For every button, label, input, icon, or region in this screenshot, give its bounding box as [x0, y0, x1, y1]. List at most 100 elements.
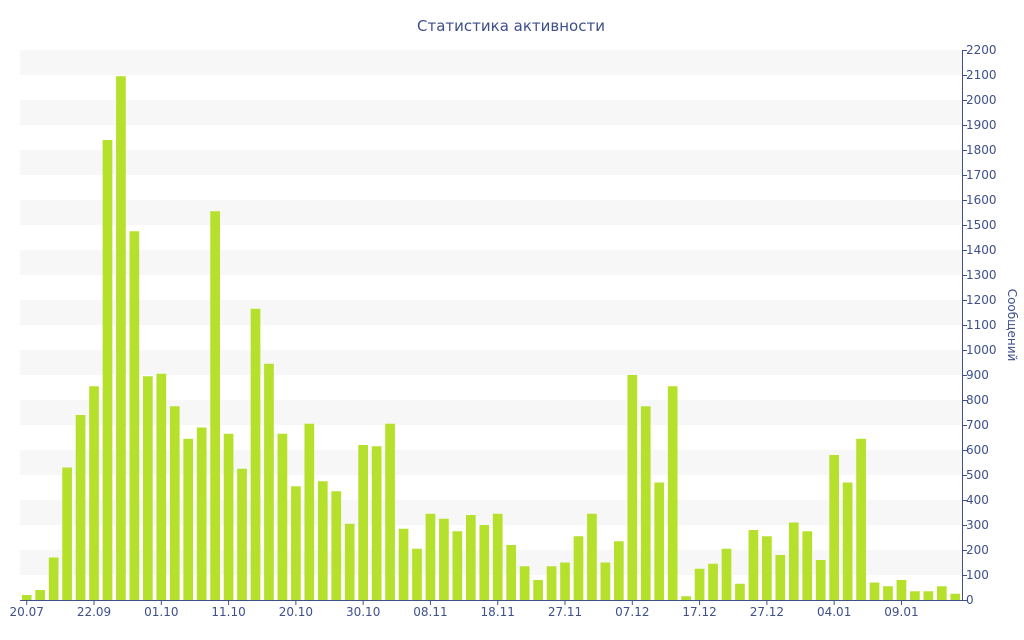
y-tick-label: 500	[966, 468, 989, 482]
bar	[48, 557, 59, 600]
y-axis-ticks: 0 100 200 300 400 500 600 700 800 900 1000 1100 1200…	[962, 43, 997, 607]
bar	[546, 566, 557, 600]
bar	[573, 536, 584, 600]
bar	[681, 596, 691, 600]
bar	[587, 513, 597, 600]
bar	[896, 580, 907, 600]
y-tick-label: 900	[966, 368, 989, 382]
bar	[506, 545, 517, 600]
bar	[627, 375, 638, 600]
x-tick-label: 09.01	[884, 605, 918, 619]
y-tick-label: 1000	[966, 343, 997, 357]
y-tick-label: 100	[966, 568, 989, 582]
x-tick-label: 27.11	[548, 605, 582, 619]
bar	[62, 467, 72, 600]
bar	[250, 308, 261, 600]
bar	[183, 438, 194, 600]
bar	[533, 580, 543, 600]
y-tick-label: 0	[966, 593, 974, 607]
bar	[116, 76, 126, 600]
bar	[856, 438, 866, 600]
bar	[640, 406, 651, 600]
bar	[210, 211, 220, 600]
bar	[412, 548, 422, 600]
bar	[277, 433, 288, 600]
bar	[762, 536, 772, 600]
y-tick-label: 1100	[966, 318, 997, 332]
bar	[291, 486, 301, 600]
bar	[21, 595, 32, 600]
bar	[869, 582, 880, 600]
bar	[264, 363, 274, 600]
x-tick-label: 11.10	[211, 605, 245, 619]
y-axis-label: Сообщений	[1005, 289, 1019, 362]
x-tick-label: 30.10	[346, 605, 380, 619]
y-tick-label: 1200	[966, 293, 997, 307]
bar	[910, 591, 920, 600]
grid-bands	[20, 50, 962, 575]
chart-title: Статистика активности	[417, 17, 605, 35]
bar	[196, 427, 207, 600]
bar	[815, 560, 826, 600]
x-tick-label: 08.11	[413, 605, 447, 619]
bar	[358, 445, 368, 600]
x-tick-label: 27.12	[750, 605, 784, 619]
y-tick-label: 1300	[966, 268, 997, 282]
y-tick-label: 2100	[966, 68, 997, 82]
y-tick-label: 2000	[966, 93, 997, 107]
bar	[748, 530, 759, 600]
x-tick-label: 04.01	[817, 605, 851, 619]
bar	[694, 568, 705, 600]
bar	[304, 423, 315, 600]
bar	[102, 140, 113, 600]
x-tick-label: 20.07	[10, 605, 44, 619]
y-tick-label: 400	[966, 493, 989, 507]
y-tick-label: 300	[966, 518, 989, 532]
bar	[721, 548, 732, 600]
y-tick-label: 200	[966, 543, 989, 557]
y-tick-label: 600	[966, 443, 989, 457]
x-tick-label: 20.10	[279, 605, 313, 619]
x-tick-label: 07.12	[615, 605, 649, 619]
bar	[75, 415, 86, 600]
bar	[923, 591, 934, 600]
bar	[883, 586, 893, 600]
x-tick-label: 01.10	[144, 605, 178, 619]
y-tick-label: 1500	[966, 218, 997, 232]
grid-band	[20, 350, 962, 375]
bar	[35, 590, 46, 600]
bar	[600, 562, 611, 600]
bar	[667, 386, 678, 600]
bar	[492, 513, 503, 600]
bar	[129, 231, 140, 600]
y-tick-label: 2200	[966, 43, 997, 57]
grid-band	[20, 100, 962, 125]
bar	[156, 373, 167, 600]
bar	[398, 528, 409, 600]
bar	[331, 491, 342, 600]
grid-band	[20, 150, 962, 175]
bar	[654, 482, 665, 600]
bar	[829, 455, 839, 600]
bar	[89, 386, 99, 600]
x-tick-label: 17.12	[682, 605, 716, 619]
bar	[560, 562, 570, 600]
grid-band	[20, 200, 962, 225]
x-tick-label: 18.11	[481, 605, 515, 619]
bar	[479, 525, 490, 600]
bar	[950, 593, 961, 600]
bar	[439, 518, 449, 600]
grid-band	[20, 250, 962, 275]
bar	[519, 566, 530, 600]
y-tick-label: 1800	[966, 143, 997, 157]
bars-layer	[21, 76, 961, 600]
bar	[775, 555, 786, 600]
x-axis-ticks: 20.07 22.09 01.10 11.10 20.10 30.10 08.11 18.11…	[10, 600, 919, 619]
y-tick-label: 1600	[966, 193, 997, 207]
bar	[371, 446, 382, 600]
bar	[708, 563, 718, 600]
bar	[143, 376, 153, 600]
y-tick-label: 800	[966, 393, 989, 407]
grid-band	[20, 300, 962, 325]
